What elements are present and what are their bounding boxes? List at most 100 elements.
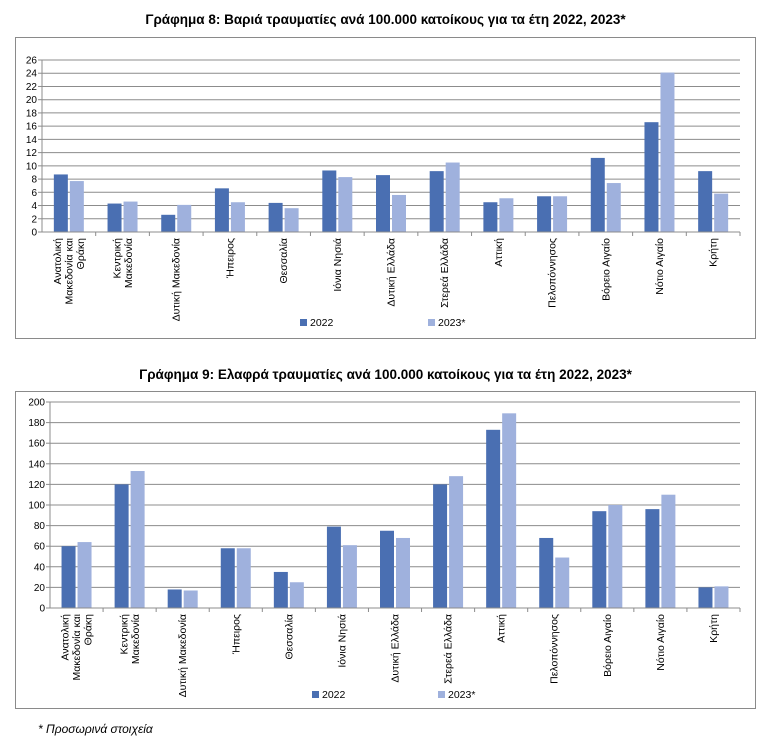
bar-2022 bbox=[53, 174, 68, 232]
bar-2022 bbox=[429, 171, 444, 232]
chart-8-title: Γράφημα 8: Βαριά τραυματίες ανά 100.000 … bbox=[145, 12, 626, 27]
chart-9-title: Γράφημα 9: Ελαφρά τραυματίες ανά 100.000… bbox=[139, 367, 632, 382]
category-label: Κρήτη bbox=[708, 614, 720, 643]
category-label: Αττική bbox=[493, 238, 505, 267]
bar-2023 bbox=[130, 471, 145, 608]
legend-2022-swatch bbox=[300, 319, 307, 326]
bar-2023 bbox=[230, 202, 245, 232]
chart-9: 020406080100120140160180200ΑνατολικήΜακε… bbox=[28, 398, 741, 701]
bar-2022 bbox=[698, 587, 713, 608]
category-label: Θεσσαλία bbox=[283, 614, 295, 660]
bar-2023 bbox=[183, 590, 198, 608]
bar-2023 bbox=[449, 476, 464, 608]
bar-2023 bbox=[502, 413, 517, 608]
bar-2023 bbox=[77, 542, 92, 608]
category-label-line: Στερεά Ελλάδα bbox=[443, 614, 455, 684]
legend-2022-swatch bbox=[312, 691, 319, 698]
category-label-line: Ανατολική bbox=[52, 238, 64, 285]
y-tick-label: 22 bbox=[26, 82, 38, 93]
category-label: Δυτική Μακεδονία bbox=[177, 614, 189, 697]
bar-2023 bbox=[660, 72, 675, 232]
legend-2023-swatch bbox=[438, 691, 445, 698]
chart-8-frame: 0 2 4 6 8 10 12 14 16 18 20 22 24 26 ΑνατολικήΜακεδονί… bbox=[15, 37, 756, 339]
bar-2023 bbox=[284, 208, 299, 232]
bar-2022 bbox=[167, 589, 182, 608]
category-label: Ήπειρος bbox=[224, 238, 236, 279]
category-label-line: Ιόνια Νησιά bbox=[336, 614, 348, 668]
bar-2022 bbox=[214, 188, 229, 232]
bar-2023 bbox=[338, 177, 353, 232]
category-label: Δυτική Μακεδονία bbox=[171, 238, 183, 321]
category-label: Βόρειο Αιγαίο bbox=[602, 614, 614, 677]
bar-2022 bbox=[322, 170, 337, 232]
bar-2022 bbox=[268, 202, 283, 232]
bar-2023 bbox=[392, 194, 406, 232]
category-label-line: Πελοπόννησος bbox=[547, 238, 559, 308]
category-label: Νότιο Αιγαίο bbox=[654, 238, 666, 295]
category-label: Ιόνια Νησιά bbox=[336, 614, 348, 668]
category-label-line: Μακεδονία bbox=[130, 614, 142, 664]
bar-2023 bbox=[342, 545, 357, 608]
y-tick-label: 0 bbox=[39, 604, 45, 615]
y-tick-label: 40 bbox=[34, 562, 46, 573]
bar-2022 bbox=[61, 546, 76, 608]
category-label-line: Βόρειο Αιγαίο bbox=[600, 238, 612, 301]
category-label-line: Δυτική Ελλάδα bbox=[386, 238, 398, 307]
bar-2022 bbox=[433, 484, 448, 608]
category-label: Νότιο Αιγαίο bbox=[655, 614, 667, 671]
y-tick-label: 20 bbox=[26, 95, 38, 106]
y-tick-label: 60 bbox=[34, 542, 46, 553]
bar-2023 bbox=[289, 582, 304, 608]
bar-2022 bbox=[161, 214, 176, 232]
legend-2023-swatch bbox=[428, 319, 435, 326]
legend-2023-label: 2023* bbox=[438, 317, 465, 329]
category-label-line: Ήπειρος bbox=[230, 614, 242, 655]
bar-2023 bbox=[499, 198, 514, 232]
category-label-line: Δυτική Μακεδονία bbox=[177, 614, 189, 697]
bar-2022 bbox=[486, 429, 501, 608]
y-tick-label: 8 bbox=[31, 175, 37, 186]
bar-2023 bbox=[177, 204, 192, 232]
bar-2022 bbox=[273, 571, 288, 608]
y-tick-label: 80 bbox=[34, 521, 46, 532]
legend-2022-label: 2022 bbox=[310, 317, 334, 329]
category-label-line: Κεντρική bbox=[111, 238, 123, 279]
bar-2023 bbox=[553, 196, 568, 232]
category-label-line: Θεσσαλία bbox=[283, 614, 295, 660]
provisional-note: * Προσωρινά στοιχεία bbox=[38, 722, 153, 736]
y-tick-label: 18 bbox=[26, 108, 38, 119]
category-label: Ιόνια Νησιά bbox=[332, 238, 344, 292]
y-tick-label: 26 bbox=[26, 56, 38, 67]
category-label-line: Κρήτη bbox=[708, 614, 720, 643]
chart-9-frame: 0 20 40 60 80 100 120 140 160 180 200 ΑνατολικήΜακε… bbox=[15, 391, 756, 709]
y-tick-label: 2 bbox=[31, 214, 37, 225]
y-tick-label: 120 bbox=[28, 480, 45, 491]
y-tick-label: 10 bbox=[26, 161, 38, 172]
category-label: Πελοπόννησος bbox=[549, 614, 561, 684]
category-label: Αττική bbox=[496, 614, 508, 643]
bar-2022 bbox=[483, 202, 498, 232]
y-tick-label: 6 bbox=[31, 188, 37, 199]
y-tick-label: 16 bbox=[26, 122, 38, 133]
bar-2023 bbox=[236, 548, 251, 608]
category-label: Στερεά Ελλάδα bbox=[443, 614, 455, 684]
y-tick-label: 14 bbox=[26, 135, 38, 146]
category-label: Πελοπόννησος bbox=[547, 238, 559, 308]
category-label: Στερεά Ελλάδα bbox=[439, 238, 451, 308]
category-label: Κρήτη bbox=[708, 238, 720, 267]
chart-8: 02468101214161820222426ΑνατολικήΜακεδονί… bbox=[26, 56, 741, 329]
bar-2023 bbox=[445, 162, 460, 232]
bar-2022 bbox=[107, 203, 122, 232]
category-label: ΚεντρικήΜακεδονία bbox=[118, 614, 142, 664]
bar-2023 bbox=[714, 193, 729, 232]
category-label-line: Στερεά Ελλάδα bbox=[439, 238, 451, 308]
bar-2023 bbox=[555, 557, 570, 608]
category-label: Δυτική Ελλάδα bbox=[386, 238, 398, 307]
bar-2023 bbox=[396, 537, 410, 608]
y-tick-label: 12 bbox=[26, 148, 38, 159]
bar-2023 bbox=[69, 181, 84, 232]
bar-2023 bbox=[123, 201, 138, 232]
category-label-line: Δυτική Μακεδονία bbox=[171, 238, 183, 321]
legend-2022-label: 2022 bbox=[322, 689, 346, 701]
bar-2022 bbox=[537, 196, 552, 232]
